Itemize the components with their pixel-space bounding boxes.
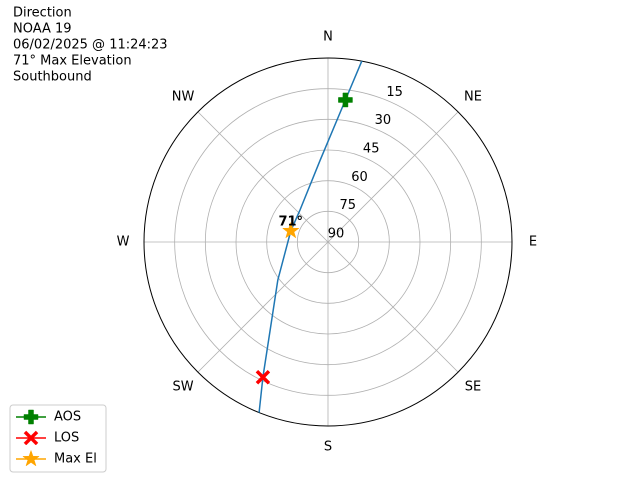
legend-label: Max El [54,452,97,467]
legend-label: LOS [54,431,79,446]
title-line: 71° Max Elevation [13,54,132,69]
marker-star [281,221,300,239]
theta-tick-label: NE [464,90,482,105]
title-line: Southbound [13,70,92,85]
legend-marker [23,430,39,446]
legend-box [9,404,107,473]
title-line: NOAA 19 [13,22,72,37]
marker-x [255,369,271,385]
grid-spoke [197,241,329,373]
theta-tick-label: NW [172,90,195,105]
grid-spoke [327,111,459,243]
r-tick-label: 45 [363,142,380,157]
theta-tick-label: SW [172,379,193,394]
r-tick-label: 75 [339,198,356,213]
title-line: 06/02/2025 @ 11:24:23 [13,38,168,53]
legend-label: AOS [54,410,81,425]
grid-spoke [197,111,329,243]
theta-tick-label: N [323,30,333,45]
legend: AOS LOS Max El [9,404,107,473]
theta-tick-label: W [117,235,130,250]
track-line [258,60,363,413]
grid-spoke [327,241,459,373]
theta-tick-label: E [529,235,537,250]
r-tick-label: 30 [375,113,392,128]
r-tick-label: 15 [386,85,403,100]
legend-marker [22,449,40,467]
title-line: Direction [13,6,72,21]
theta-tick-label: S [324,440,332,455]
marker-plus [338,92,353,108]
polar-frame [143,57,513,427]
r-tick-label: 60 [351,170,368,185]
r-tick-label: 90 [328,227,345,242]
legend-marker [23,409,39,425]
theta-tick-label: SE [465,379,481,394]
annotation: 71° [278,214,303,229]
